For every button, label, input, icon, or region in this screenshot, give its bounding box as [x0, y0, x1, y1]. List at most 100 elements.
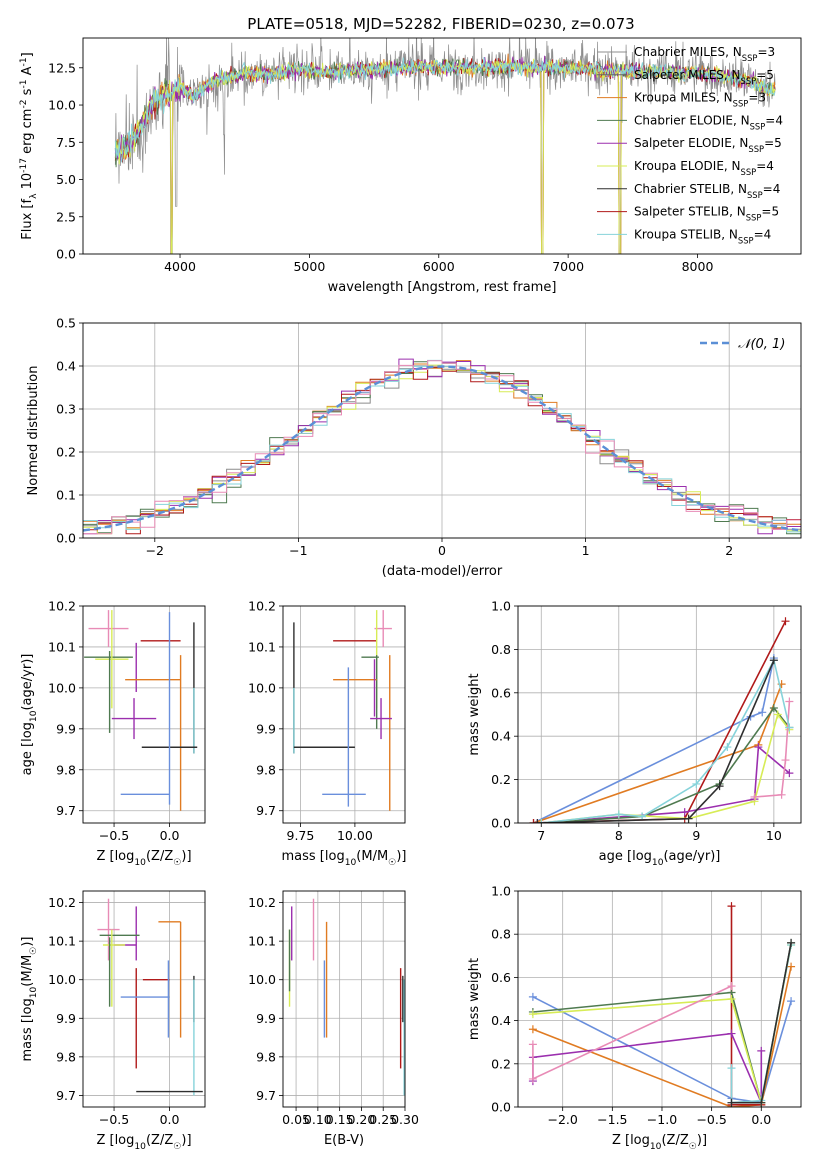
weight-marker — [680, 808, 689, 817]
label-sub: ☉ — [29, 947, 39, 955]
x-tick-label: 0.0 — [751, 1112, 771, 1127]
weight-marker — [727, 902, 736, 911]
y-axis-label: age [log10(age/yr)] — [20, 654, 39, 776]
y-tick-label: 10.2 — [48, 599, 76, 614]
x-tick-label: 8 — [615, 828, 623, 843]
x-tick-label: 0.0 — [160, 1112, 180, 1127]
y-tick-label: 10.1 — [48, 639, 76, 654]
weight-line — [754, 701, 791, 798]
x-tick-label: −2.0 — [548, 1112, 578, 1127]
y-tick-label: 1.0 — [491, 884, 511, 899]
y-tick-label: 10.0 — [48, 680, 76, 695]
x-tick-label: 0 — [438, 543, 446, 558]
weight-marker — [528, 1040, 537, 1049]
x-tick-label: 9.75 — [287, 828, 315, 843]
y-tick-label: 0.4 — [491, 729, 511, 744]
label-part: Normed distribution — [26, 366, 41, 496]
label-part: 10 — [20, 173, 35, 194]
x-axis-label: E(B-V) — [324, 1133, 364, 1148]
weight-marker — [692, 779, 701, 788]
weight-line — [532, 966, 792, 1107]
plot-area-age-vs-Z — [84, 610, 198, 811]
y-tick-label: 9.7 — [56, 1088, 76, 1103]
label-part: (Z/Z — [146, 849, 173, 864]
weight-marker — [787, 997, 796, 1006]
axes-frame — [82, 605, 206, 824]
weight-marker — [727, 982, 736, 991]
axes-mass-vs-Z: −0.5 0.09.79.89.910.010.110.2Z [log10(Z/Z… — [20, 890, 206, 1152]
label-part: )] — [396, 849, 406, 864]
y-axis-label: mass weight — [467, 673, 482, 755]
x-tick-label: −0.5 — [99, 828, 129, 843]
label-sub: ☉ — [173, 858, 181, 868]
x-tick-label: 0.05 — [282, 1112, 310, 1127]
y-tick-label: 9.7 — [256, 803, 276, 818]
y-tick-label: 9.8 — [56, 762, 76, 777]
histogram-step — [83, 360, 801, 535]
label-sup: -17 — [19, 158, 29, 173]
y-tick-label: 0.8 — [491, 927, 511, 942]
axes-mass-vs-EBV: 0.050.100.150.200.250.30 9.7 9.8 9.9 10.0 10.… — [248, 890, 419, 1148]
y-tick-label: 0.2 — [491, 772, 511, 787]
y-tick-label: 0.0 — [491, 816, 511, 831]
y-tick-label: 0.6 — [491, 970, 511, 985]
x-tick-label: 7000 — [552, 259, 584, 274]
y-tick-label: 5.0 — [56, 172, 76, 187]
weight-marker — [723, 743, 732, 752]
weight-marker — [614, 810, 623, 819]
legend-label-main: Chabrier ELODIE, N — [634, 113, 750, 127]
label-part: Z [log — [96, 1133, 134, 1148]
legend-label-tail: =3 — [748, 91, 766, 105]
y-tick-label: 0.4 — [56, 359, 76, 374]
legend-label-main: Kroupa STELIB, N — [634, 227, 738, 241]
weight-marker — [785, 697, 794, 706]
x-tick-label: 0.30 — [391, 1112, 419, 1127]
legend-label-sub: SSP — [741, 167, 757, 177]
y-tick-label: 9.9 — [56, 1011, 76, 1026]
weight-marker — [781, 756, 790, 765]
plot-area-age-vs-mass — [293, 610, 392, 811]
weight-marker — [777, 790, 786, 799]
x-axis-label: age [log10(age/yr)] — [599, 849, 721, 868]
y-axis-label: mass weight — [467, 958, 482, 1040]
label-sub: 10 — [650, 1142, 662, 1152]
label-sub: ☉ — [689, 1142, 697, 1152]
y-tick-label: 7.5 — [56, 135, 76, 150]
x-tick-label: 0.10 — [304, 1112, 332, 1127]
legend-label: Kroupa ELODIE, NSSP=4 — [634, 159, 774, 177]
plot-area-weight-vs-age — [529, 617, 794, 823]
y-axis-label: mass [log10(M/M☉)] — [20, 937, 39, 1062]
y-tick-label: 9.9 — [256, 721, 276, 736]
y-tick-label: 1.0 — [491, 599, 511, 614]
label-part: (data-model)/error — [382, 564, 503, 579]
label-part: )] — [20, 937, 35, 947]
weight-marker — [533, 819, 542, 823]
plot-area-spectrum — [114, 38, 776, 254]
axes-spectrum: 4000 5000 6000 7000 8000 0.0 2.5 5.0 7.5 10.0 12.5… — [19, 37, 802, 295]
x-tick-label: 5000 — [293, 259, 325, 274]
y-tick-label: 10.1 — [48, 934, 76, 949]
y-tick-label: 0.1 — [56, 488, 76, 503]
weight-line — [537, 745, 790, 823]
x-axis-label: (data-model)/error — [382, 564, 503, 579]
y-tick-label: 0.6 — [491, 685, 511, 700]
label-sub: ☉ — [173, 1142, 181, 1152]
legend-label-main: Salpeter STELIB, N — [634, 205, 746, 219]
legend-label-tail: =5 — [756, 68, 774, 82]
weight-line — [533, 683, 783, 823]
legend-label: Kroupa MILES, NSSP=3 — [634, 91, 766, 109]
legend-label-tail: =5 — [761, 205, 779, 219]
legend-label-sub: SSP — [741, 76, 757, 86]
x-tick-label: 9 — [692, 828, 700, 843]
plot-area-weight-vs-Z — [528, 902, 796, 1107]
legend-label: 𝒩(0, 1) — [738, 337, 785, 352]
weight-marker — [684, 814, 693, 823]
legend-label-tail: =4 — [765, 113, 783, 127]
figure-title: PLATE=0518, MJD=52282, FIBERID=0230, z=0… — [247, 15, 634, 33]
x-tick-label: −1.5 — [597, 1112, 627, 1127]
label-part: (M/M — [356, 849, 388, 864]
label-sup: -2 — [19, 99, 29, 108]
plot-area-residuals — [83, 358, 801, 535]
x-tick-label: 2 — [725, 543, 733, 558]
